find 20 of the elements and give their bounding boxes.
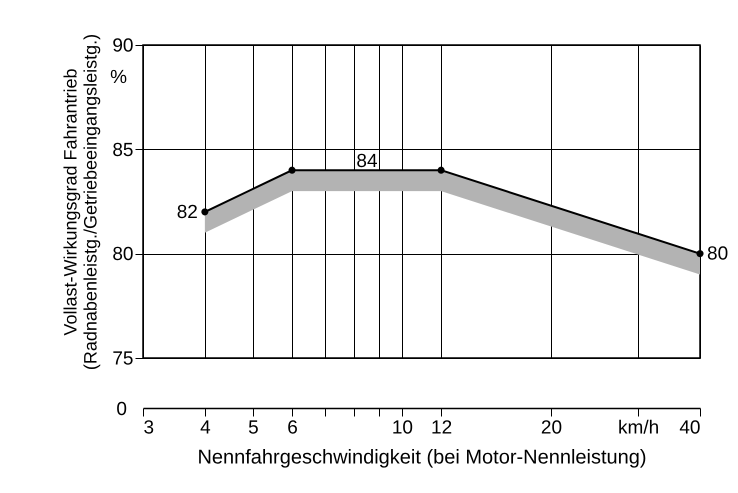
x-tick-label: 4 [200, 418, 212, 438]
y-axis-title: Vollast-Wirkungsgrad Fahrantrieb (Radnabenleistg./Getriebeeingangsleistg.) [60, 34, 100, 370]
y-tick-label: 85 [112, 140, 134, 161]
text: 82 [176, 202, 198, 223]
text: 80 [707, 244, 728, 265]
x-axis-title: Nennfahrgeschwindigkeit (bei Motor-Nennleistung) [197, 446, 647, 468]
x-tick-label: 3 [144, 418, 154, 438]
x-tick-label: 5 [248, 418, 259, 438]
x-tick-label: km/h [618, 418, 660, 438]
y-tick-label: 90 [112, 36, 134, 56]
y-tick-label: 80 [112, 244, 134, 266]
x-tick-label: 12 [431, 418, 452, 438]
x-tick-label: 6 [287, 418, 298, 438]
annotation: 84 [356, 151, 378, 172]
x-tick-label: 40 [679, 418, 700, 438]
x-tick-label: 20 [540, 418, 562, 438]
x-tick-label: 10 [392, 418, 413, 438]
text: % [110, 67, 128, 88]
y-tick-label: 75 [112, 348, 134, 370]
text: 0 [116, 399, 127, 420]
